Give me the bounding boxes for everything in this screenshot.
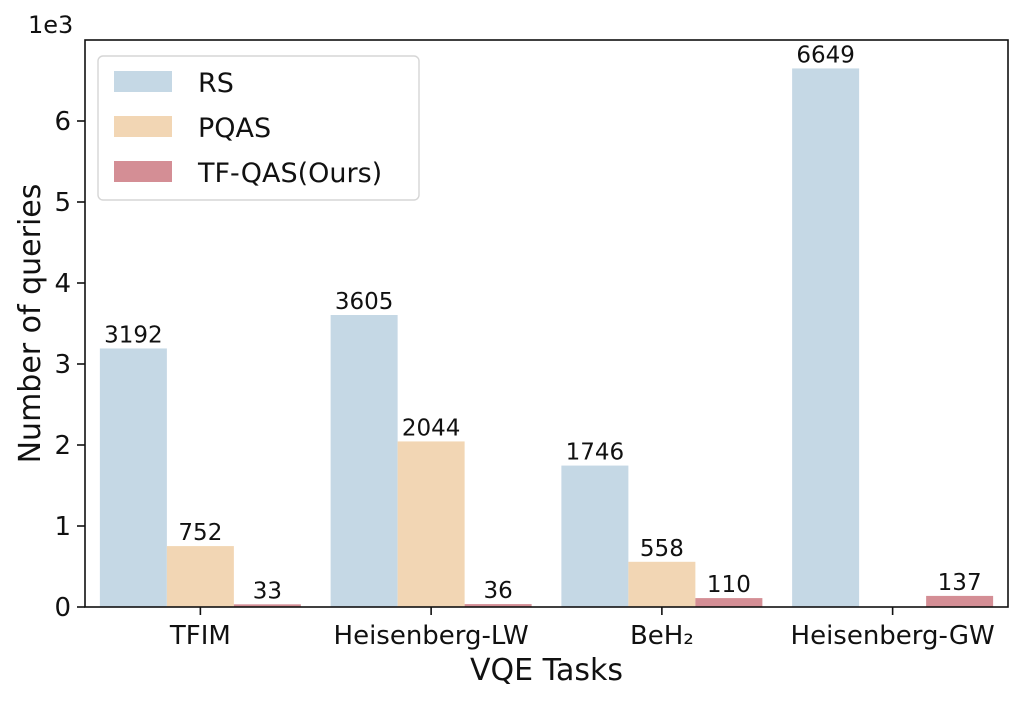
bars-layer [99, 68, 994, 607]
data-label: 110 [707, 572, 751, 598]
y-axis-label: Number of queries [13, 184, 48, 464]
data-label: 558 [640, 536, 684, 562]
x-axis-label: VQE Tasks [470, 653, 623, 688]
x-tick-label: BeH₂ [630, 621, 694, 651]
legend-entry: TF-QAS(Ours) [197, 158, 382, 189]
bar-tf-qas-ours--0 [233, 604, 301, 607]
x-tick-label: TFIM [169, 621, 231, 651]
y-tick-label: 3 [54, 350, 71, 380]
x-tick-label: Heisenberg-LW [334, 621, 529, 651]
bar-pqas-1 [397, 441, 465, 607]
y-axis-multiplier: 1e3 [28, 11, 73, 39]
y-tick-label: 2 [54, 431, 71, 461]
data-label: 36 [483, 578, 512, 604]
legend-swatch [114, 71, 172, 92]
bar-tf-qas-ours--2 [695, 598, 763, 607]
legend-box [97, 55, 420, 201]
bar-rs-1 [330, 314, 398, 607]
data-labels-layer: 3192 3605 1746 6649 752 2044 558 33 36 110 137 [104, 42, 981, 604]
legend-entry: RS [198, 68, 234, 99]
y-tick-label: 1 [54, 512, 71, 542]
data-label: 137 [938, 570, 982, 596]
bar-tf-qas-ours--3 [926, 595, 994, 607]
legend-swatch [114, 116, 172, 137]
x-tick-label: Heisenberg-GW [791, 621, 995, 651]
bar-pqas-2 [628, 561, 696, 607]
y-tick-label: 5 [54, 188, 71, 218]
plot-frame [84, 39, 1009, 608]
y-tick-label: 4 [54, 269, 71, 299]
y-tick-label: 0 [54, 593, 71, 623]
data-label: 1746 [566, 440, 625, 466]
y-axis-ticks: 0 1 2 3 4 5 6 [54, 107, 85, 623]
bar-pqas-0 [166, 546, 234, 607]
data-label: 2044 [402, 415, 461, 441]
data-label: 752 [178, 520, 222, 546]
data-label: 6649 [796, 42, 855, 68]
legend: RS PQAS TF-QAS(Ours) [97, 55, 420, 201]
x-axis-ticks: TFIM Heisenberg-LW BeH₂ Heisenberg-GW [169, 607, 995, 651]
y-tick-label: 6 [54, 107, 71, 137]
data-label: 33 [253, 578, 282, 604]
legend-entry: PQAS [198, 113, 271, 144]
bar-rs-0 [99, 348, 167, 607]
bar-tf-qas-ours--1 [464, 604, 532, 607]
legend-swatch [114, 161, 172, 182]
data-label: 3605 [335, 289, 394, 315]
data-label: 3192 [104, 322, 163, 348]
bar-rs-3 [792, 68, 860, 607]
bar-rs-2 [561, 465, 629, 607]
